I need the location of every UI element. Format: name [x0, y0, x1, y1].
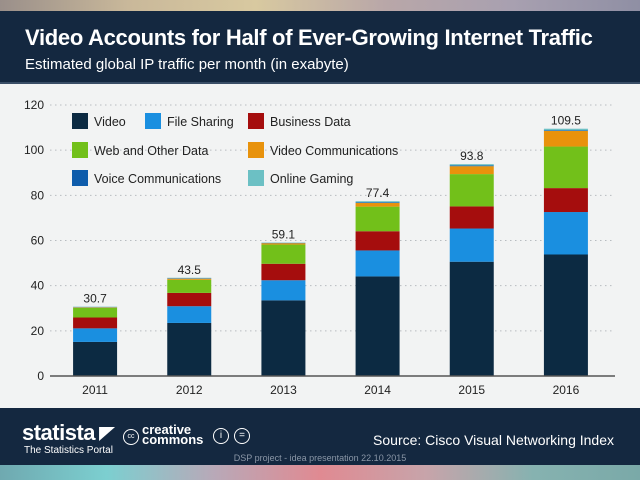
presentation-note: DSP project - idea presentation 22.10.20… [233, 453, 407, 463]
bar-segment-business-data [167, 292, 212, 307]
x-tick-label: 2014 [364, 383, 391, 397]
legend-label: Web and Other Data [94, 144, 208, 158]
legend-swatch [72, 170, 88, 186]
attribution-icon: i [213, 428, 229, 444]
bar-segment-video-communications [261, 243, 306, 245]
footer: statista The Statistics Portal cc creati… [0, 408, 640, 465]
x-tick-label: 2015 [458, 383, 485, 397]
decorative-top-strip [0, 0, 640, 11]
stacked-bar-chart: 0 20 40 60 80 100 120 30.7 2011 43.5 2012 59.1 2013 7… [24, 98, 615, 397]
y-tick-label: 40 [31, 279, 45, 293]
bar-segment-web-and-other-data [543, 146, 588, 189]
legend-swatch [72, 113, 88, 129]
x-tick-label: 2013 [270, 383, 297, 397]
y-tick-label: 60 [31, 234, 45, 248]
source-text: Source: Cisco Visual Networking Index [373, 432, 614, 448]
bar-segment-video [543, 254, 588, 376]
legend-swatch [248, 113, 264, 129]
legend-label: Business Data [270, 115, 351, 129]
bar-segment-business-data [355, 231, 400, 251]
bar-segment-business-data [449, 206, 494, 229]
bar-segment-online-gaming [449, 164, 494, 166]
legend-label: File Sharing [167, 115, 234, 129]
decorative-bottom-strip [0, 465, 640, 480]
statista-tagline: The Statistics Portal [24, 445, 113, 456]
no-derivatives-icon: = [234, 428, 250, 444]
total-label: 77.4 [366, 186, 390, 200]
bar-segment-file-sharing [167, 306, 212, 323]
bar-segment-web-and-other-data [167, 279, 212, 293]
y-tick-label: 0 [37, 369, 44, 383]
bar-segment-video-communications [167, 278, 212, 280]
bar-segment-voice-communications [449, 165, 494, 167]
bar-segment-online-gaming [355, 201, 400, 203]
bar-segment-voice-communications [543, 130, 588, 131]
legend-swatch [72, 142, 88, 158]
bar-segment-file-sharing [449, 228, 494, 262]
bar-segment-video-communications [355, 203, 400, 207]
y-tick-label: 120 [24, 98, 44, 112]
bar-segment-file-sharing [543, 212, 588, 255]
bar-segment-web-and-other-data [449, 174, 494, 207]
chart-title: Video Accounts for Half of Ever-Growing … [25, 25, 593, 50]
total-label: 30.7 [83, 292, 107, 306]
bar-segment-business-data [543, 188, 588, 213]
legend-swatch [248, 142, 264, 158]
y-tick-label: 80 [31, 188, 45, 202]
bar-segment-video [261, 300, 306, 376]
total-label: 109.5 [551, 114, 581, 128]
bar-segment-video [449, 261, 494, 376]
bar-segment-business-data [261, 263, 306, 281]
total-label: 93.8 [460, 149, 484, 163]
chart-subtitle: Estimated global IP traffic per month (i… [25, 56, 349, 73]
bar-segment-web-and-other-data [73, 307, 118, 318]
legend-label: Online Gaming [270, 172, 353, 186]
legend-swatch [248, 170, 264, 186]
legend-label: Video [94, 115, 126, 129]
legend-label: Video Communications [270, 144, 398, 158]
total-label: 59.1 [272, 228, 296, 242]
chart-header: Video Accounts for Half of Ever-Growing … [0, 11, 640, 84]
bar-segment-file-sharing [355, 250, 400, 277]
bar-segment-file-sharing [261, 280, 306, 301]
bar-segment-video [167, 322, 212, 376]
bar-segment-video [355, 276, 400, 376]
bar-segment-video [73, 341, 118, 376]
creative-commons-icon: cc [123, 429, 139, 445]
bar-segment-voice-communications [355, 202, 400, 204]
bar-segment-web-and-other-data [261, 244, 306, 264]
y-tick-label: 20 [31, 324, 45, 338]
total-label: 43.5 [178, 263, 202, 277]
bar-segment-web-and-other-data [355, 206, 400, 232]
legend-label: Voice Communications [94, 172, 221, 186]
x-tick-label: 2012 [176, 383, 203, 397]
bar-segment-video-communications [449, 166, 494, 175]
bar-segment-business-data [73, 317, 118, 329]
statista-logo-mark-icon [99, 427, 116, 441]
bar-segment-online-gaming [543, 128, 588, 131]
creative-commons-label: creative commons [142, 422, 204, 447]
bar-segment-video-communications [543, 130, 588, 147]
x-tick-label: 2011 [82, 383, 108, 397]
bar-segment-file-sharing [73, 328, 118, 342]
statista-logo: statista [22, 420, 116, 446]
x-tick-label: 2016 [553, 383, 580, 397]
legend-swatch [145, 113, 161, 129]
y-tick-label: 100 [24, 143, 44, 157]
